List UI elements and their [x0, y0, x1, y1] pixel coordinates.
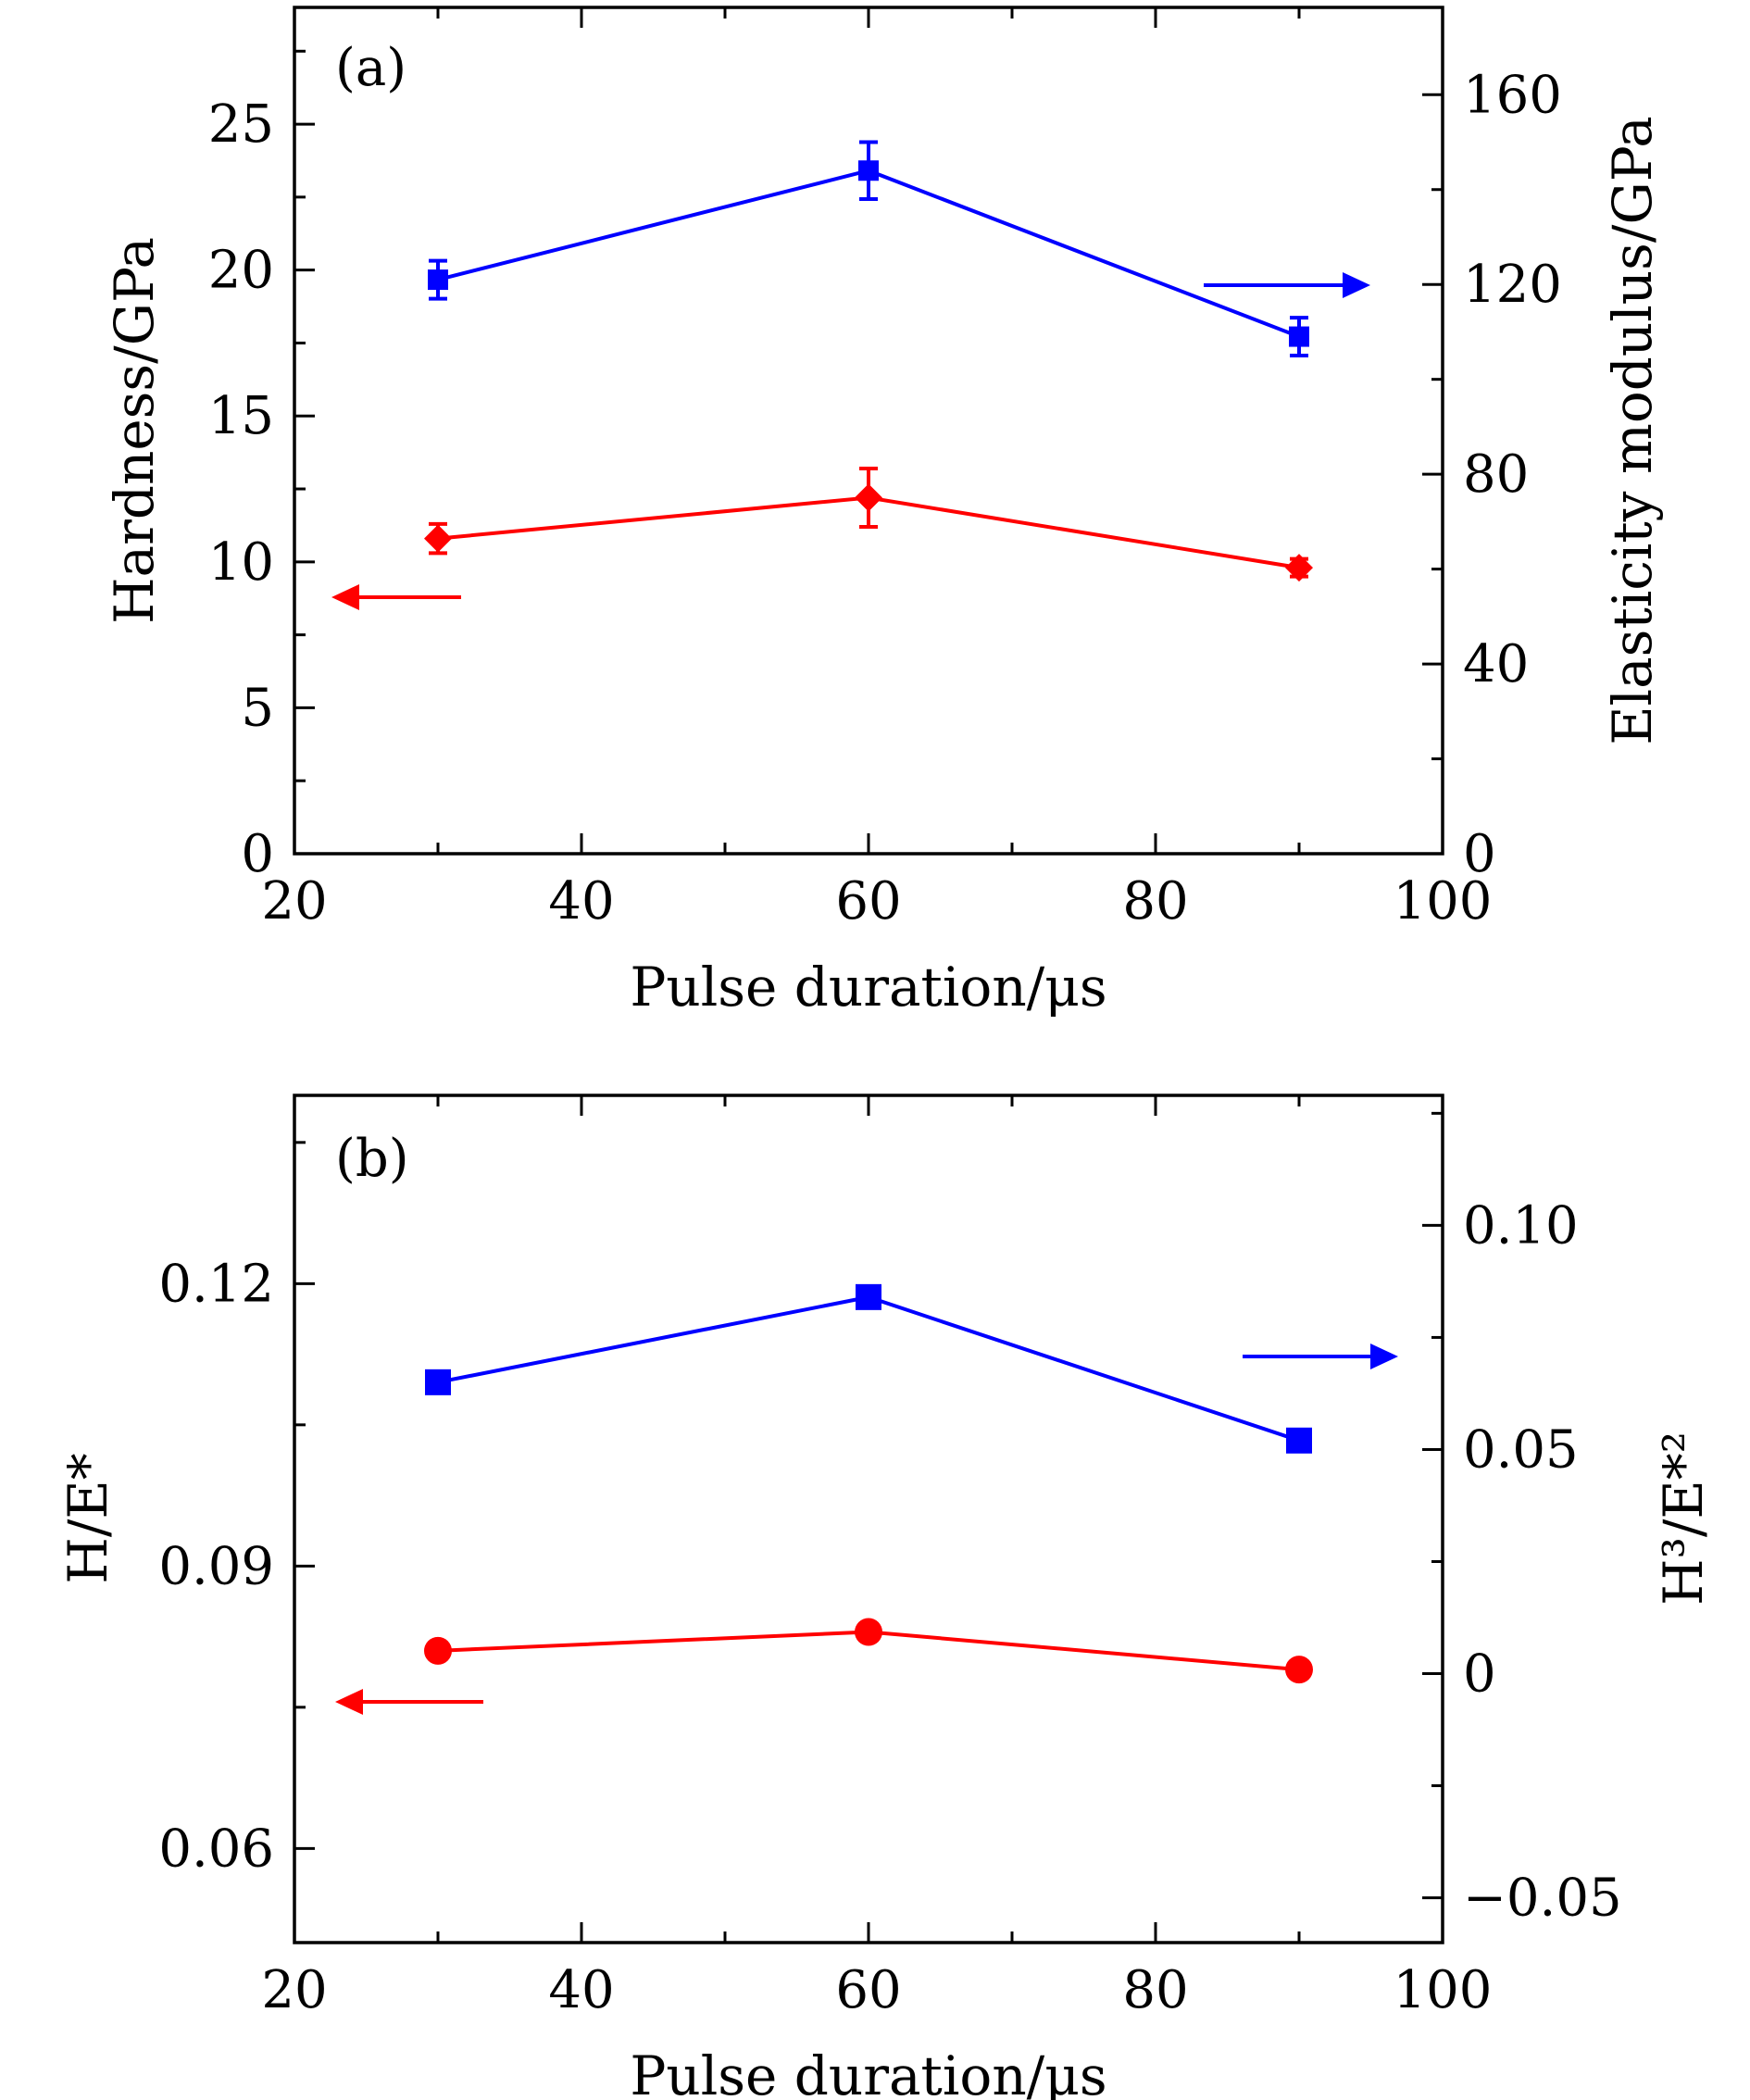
y-right-tick-label: 80 — [1463, 444, 1529, 505]
axis-arrow-right-head — [1370, 1344, 1398, 1369]
panel-a-label: (a) — [335, 38, 406, 98]
y-left-tick-label: 20 — [208, 241, 274, 301]
x-tick-label: 100 — [1394, 1960, 1493, 2020]
panel-b-label: (b) — [335, 1129, 409, 1189]
x-tick-label: 60 — [835, 1960, 901, 2020]
h3-e-2-point — [1286, 1427, 1312, 1454]
y-right-tick-label: 120 — [1463, 255, 1562, 315]
h3-e-2-point — [856, 1283, 881, 1310]
h3-e-2-line — [437, 1294, 1300, 1443]
y-left-tick-label: 10 — [208, 532, 274, 593]
h-e--point — [855, 1618, 882, 1646]
elasticity-modulus-point — [858, 160, 879, 181]
axis-arrow-right-head — [1343, 272, 1370, 298]
h-e--point — [424, 1636, 452, 1665]
y-left-tick-label: 25 — [208, 94, 274, 155]
panel-b-chart: 20 40 60 80 100 0.06 0.09 0.12 −0.05 0 0.05 0.10 (b… — [56, 1094, 1715, 2100]
y-right-tick-label: −0.05 — [1463, 1869, 1622, 1929]
x-tick-label: 60 — [835, 871, 901, 931]
x-tick-label: 40 — [548, 871, 614, 931]
hardness-point — [424, 524, 452, 553]
axis-arrow-left-head — [335, 1689, 363, 1715]
panel-b-x-axis-label: Pulse duration/μs — [630, 2044, 1106, 2100]
x-tick-label: 20 — [261, 1960, 327, 2020]
y-right-tick-label: 0 — [1463, 1644, 1496, 1705]
panel-a-x-axis-label: Pulse duration/μs — [630, 956, 1106, 1019]
x-tick-label: 80 — [1122, 871, 1188, 931]
y-left-tick-label: 0.09 — [158, 1536, 274, 1596]
y-right-tick-label: 160 — [1463, 65, 1562, 125]
y-left-tick-label: 0.12 — [158, 1254, 274, 1314]
panel-b-y-left-label: H/E* — [56, 1453, 119, 1583]
y-right-tick-label: 0.05 — [1463, 1419, 1579, 1480]
panel-b-y-right-label: H³/E*² — [1652, 1431, 1715, 1606]
y-right-tick-label: 0 — [1463, 824, 1496, 884]
x-tick-label: 20 — [261, 871, 327, 931]
h3-e-2-point — [425, 1369, 451, 1395]
elasticity-modulus-point — [428, 269, 448, 291]
y-left-tick-label: 0 — [241, 824, 274, 884]
hardness-point — [1285, 554, 1313, 582]
hardness-point — [855, 483, 882, 512]
panel-b-plot-frame — [293, 1094, 1444, 1944]
y-left-tick-label: 5 — [241, 678, 274, 738]
panel-a-y-right-label: Elasticity modulus/GPa — [1601, 116, 1664, 745]
x-tick-label: 40 — [548, 1960, 614, 2020]
panel-a-plot-frame — [293, 6, 1444, 856]
y-right-tick-label: 0.10 — [1463, 1195, 1579, 1256]
y-right-tick-label: 40 — [1463, 634, 1529, 694]
x-tick-label: 80 — [1122, 1960, 1188, 2020]
x-tick-label: 100 — [1394, 871, 1493, 931]
axis-arrow-left-head — [331, 584, 359, 610]
elasticity-modulus-point — [1289, 326, 1309, 347]
h-e--point — [1285, 1656, 1313, 1684]
y-left-tick-label: 15 — [208, 386, 274, 446]
y-left-tick-label: 0.06 — [158, 1819, 274, 1879]
panel-a-y-left-label: Hardness/GPa — [103, 237, 166, 624]
